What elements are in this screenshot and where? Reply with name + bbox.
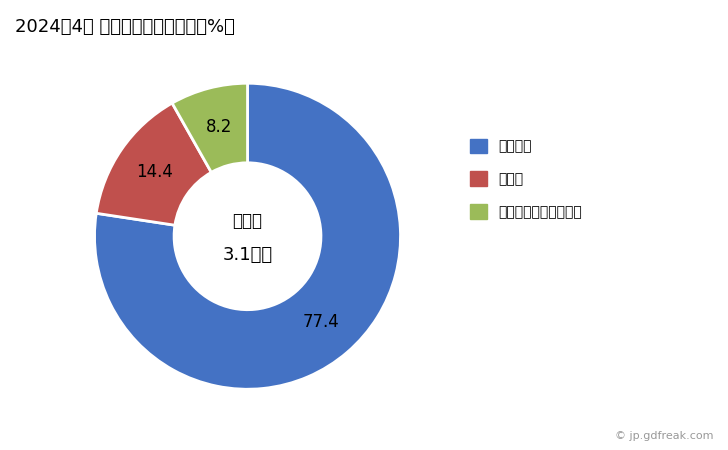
Text: 8.2: 8.2: [205, 118, 232, 136]
Legend: フィジー, コモロ, サントメ・プリンシペ: フィジー, コモロ, サントメ・プリンシペ: [465, 133, 587, 225]
Text: © jp.gdfreak.com: © jp.gdfreak.com: [615, 431, 713, 441]
Wedge shape: [96, 103, 211, 225]
Text: 77.4: 77.4: [303, 313, 340, 331]
Text: 3.1億円: 3.1億円: [223, 246, 272, 264]
Text: 2024年4月 輸出相手国のシェア（%）: 2024年4月 輸出相手国のシェア（%）: [15, 18, 234, 36]
Wedge shape: [172, 83, 248, 172]
Text: 総　額: 総 額: [232, 212, 263, 230]
Text: 14.4: 14.4: [136, 163, 173, 181]
Wedge shape: [95, 83, 400, 389]
